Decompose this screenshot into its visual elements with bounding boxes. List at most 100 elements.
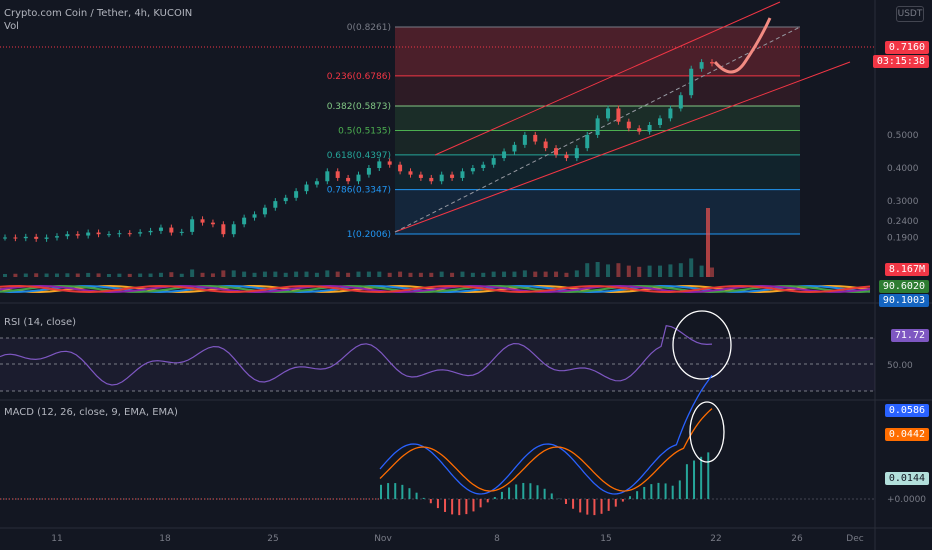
ribbon-badge-b: 90.1003 — [878, 294, 929, 307]
candle — [117, 233, 122, 235]
candle — [418, 174, 423, 178]
ribbon-line — [0, 284, 871, 294]
candle — [210, 222, 215, 225]
candle — [335, 171, 340, 178]
volume-bar — [574, 270, 579, 277]
volume-bar — [460, 271, 465, 277]
macd-hist-bar — [607, 499, 610, 511]
volume-bar — [325, 270, 330, 277]
candle — [512, 144, 517, 152]
y-tick-label: 0.3000 — [887, 197, 919, 207]
candle — [169, 227, 174, 233]
candle — [689, 68, 694, 96]
candle — [242, 217, 247, 225]
volume-bar — [283, 272, 288, 277]
y-tick-label: 0.4000 — [887, 164, 919, 174]
currency-button[interactable]: USDT — [896, 6, 924, 22]
candle — [366, 168, 371, 175]
volume-bar — [377, 271, 382, 277]
volume-bar — [543, 271, 548, 277]
x-tick-label: 25 — [267, 534, 278, 544]
candle — [273, 201, 278, 208]
volume-bar — [502, 271, 507, 277]
macd-hist-bar — [564, 499, 567, 505]
volume-bar — [273, 271, 278, 277]
candle — [626, 121, 631, 129]
macd-hist-bar — [408, 488, 411, 499]
volume-bar — [179, 273, 184, 277]
volume-bar — [626, 265, 631, 277]
volume-bar — [346, 272, 351, 277]
candle — [554, 148, 559, 155]
volume-bar — [398, 271, 403, 277]
candle — [231, 224, 236, 235]
countdown-badge: 03:15:38 — [872, 55, 929, 68]
volume-bar — [86, 272, 91, 277]
candle — [564, 154, 569, 159]
volume-bar — [637, 266, 642, 277]
macd-hist-bar — [636, 491, 639, 499]
volume-bar — [335, 271, 340, 277]
candle — [13, 237, 18, 239]
volume-bar — [710, 267, 714, 277]
candle — [200, 219, 205, 223]
volume-bar — [65, 273, 70, 277]
candle — [585, 134, 590, 149]
candle — [491, 158, 496, 165]
macd-hist-bar — [465, 499, 468, 515]
macd-hist-bar — [394, 483, 397, 499]
candle — [377, 161, 382, 169]
macd-hist-bar — [593, 499, 596, 516]
candle — [647, 124, 652, 132]
volume-bar — [678, 263, 683, 277]
macd-hist-bar — [451, 499, 454, 515]
volume-bar — [221, 270, 226, 277]
price-badge: 0.7160 — [884, 41, 929, 54]
volume-bar — [294, 271, 299, 277]
macd-hist-bar — [579, 499, 582, 513]
candle — [127, 233, 132, 235]
volume-bar — [169, 272, 174, 277]
candle — [606, 108, 611, 119]
highlight-circle — [689, 401, 725, 463]
candle — [595, 118, 600, 135]
volume-bar — [148, 273, 153, 277]
x-tick-label: 11 — [51, 534, 62, 544]
volume-bar — [356, 271, 361, 277]
macd-tick-label: +0.0000 — [887, 495, 926, 505]
candle — [668, 108, 673, 119]
volume-bar — [23, 273, 28, 277]
y-tick-label: 0.1900 — [887, 234, 919, 244]
x-tick-label: 22 — [710, 534, 721, 544]
macd-hist-bar — [529, 483, 532, 499]
candle — [522, 134, 527, 145]
candle — [65, 234, 70, 237]
volume-bar — [34, 273, 39, 277]
fib-label: 0.382(0.5873) — [327, 102, 391, 112]
candle — [252, 214, 257, 218]
volume-bar — [96, 273, 101, 277]
ribbon-badge-a: 90.6020 — [878, 280, 929, 293]
macd-hist-bar — [700, 456, 703, 499]
candle — [44, 237, 49, 239]
volume-bar — [252, 272, 257, 277]
candle — [96, 232, 101, 235]
candle — [574, 148, 579, 159]
volume-bar — [387, 272, 392, 277]
candle — [86, 232, 91, 236]
volume-bar — [127, 273, 132, 277]
projection-curve — [713, 17, 772, 74]
volume-bar — [668, 264, 673, 277]
candle — [502, 151, 507, 159]
candle — [408, 171, 413, 175]
volume-badge: 8.167M — [884, 263, 929, 276]
macd-hist-bar — [629, 496, 631, 499]
x-tick-label: 8 — [494, 534, 500, 544]
volume-bar — [44, 273, 49, 277]
volume-bar — [491, 271, 496, 277]
volume-bar — [13, 273, 18, 277]
macd-hist-bar — [508, 487, 511, 499]
volume-bar — [564, 272, 569, 277]
volume-bar — [689, 258, 694, 277]
